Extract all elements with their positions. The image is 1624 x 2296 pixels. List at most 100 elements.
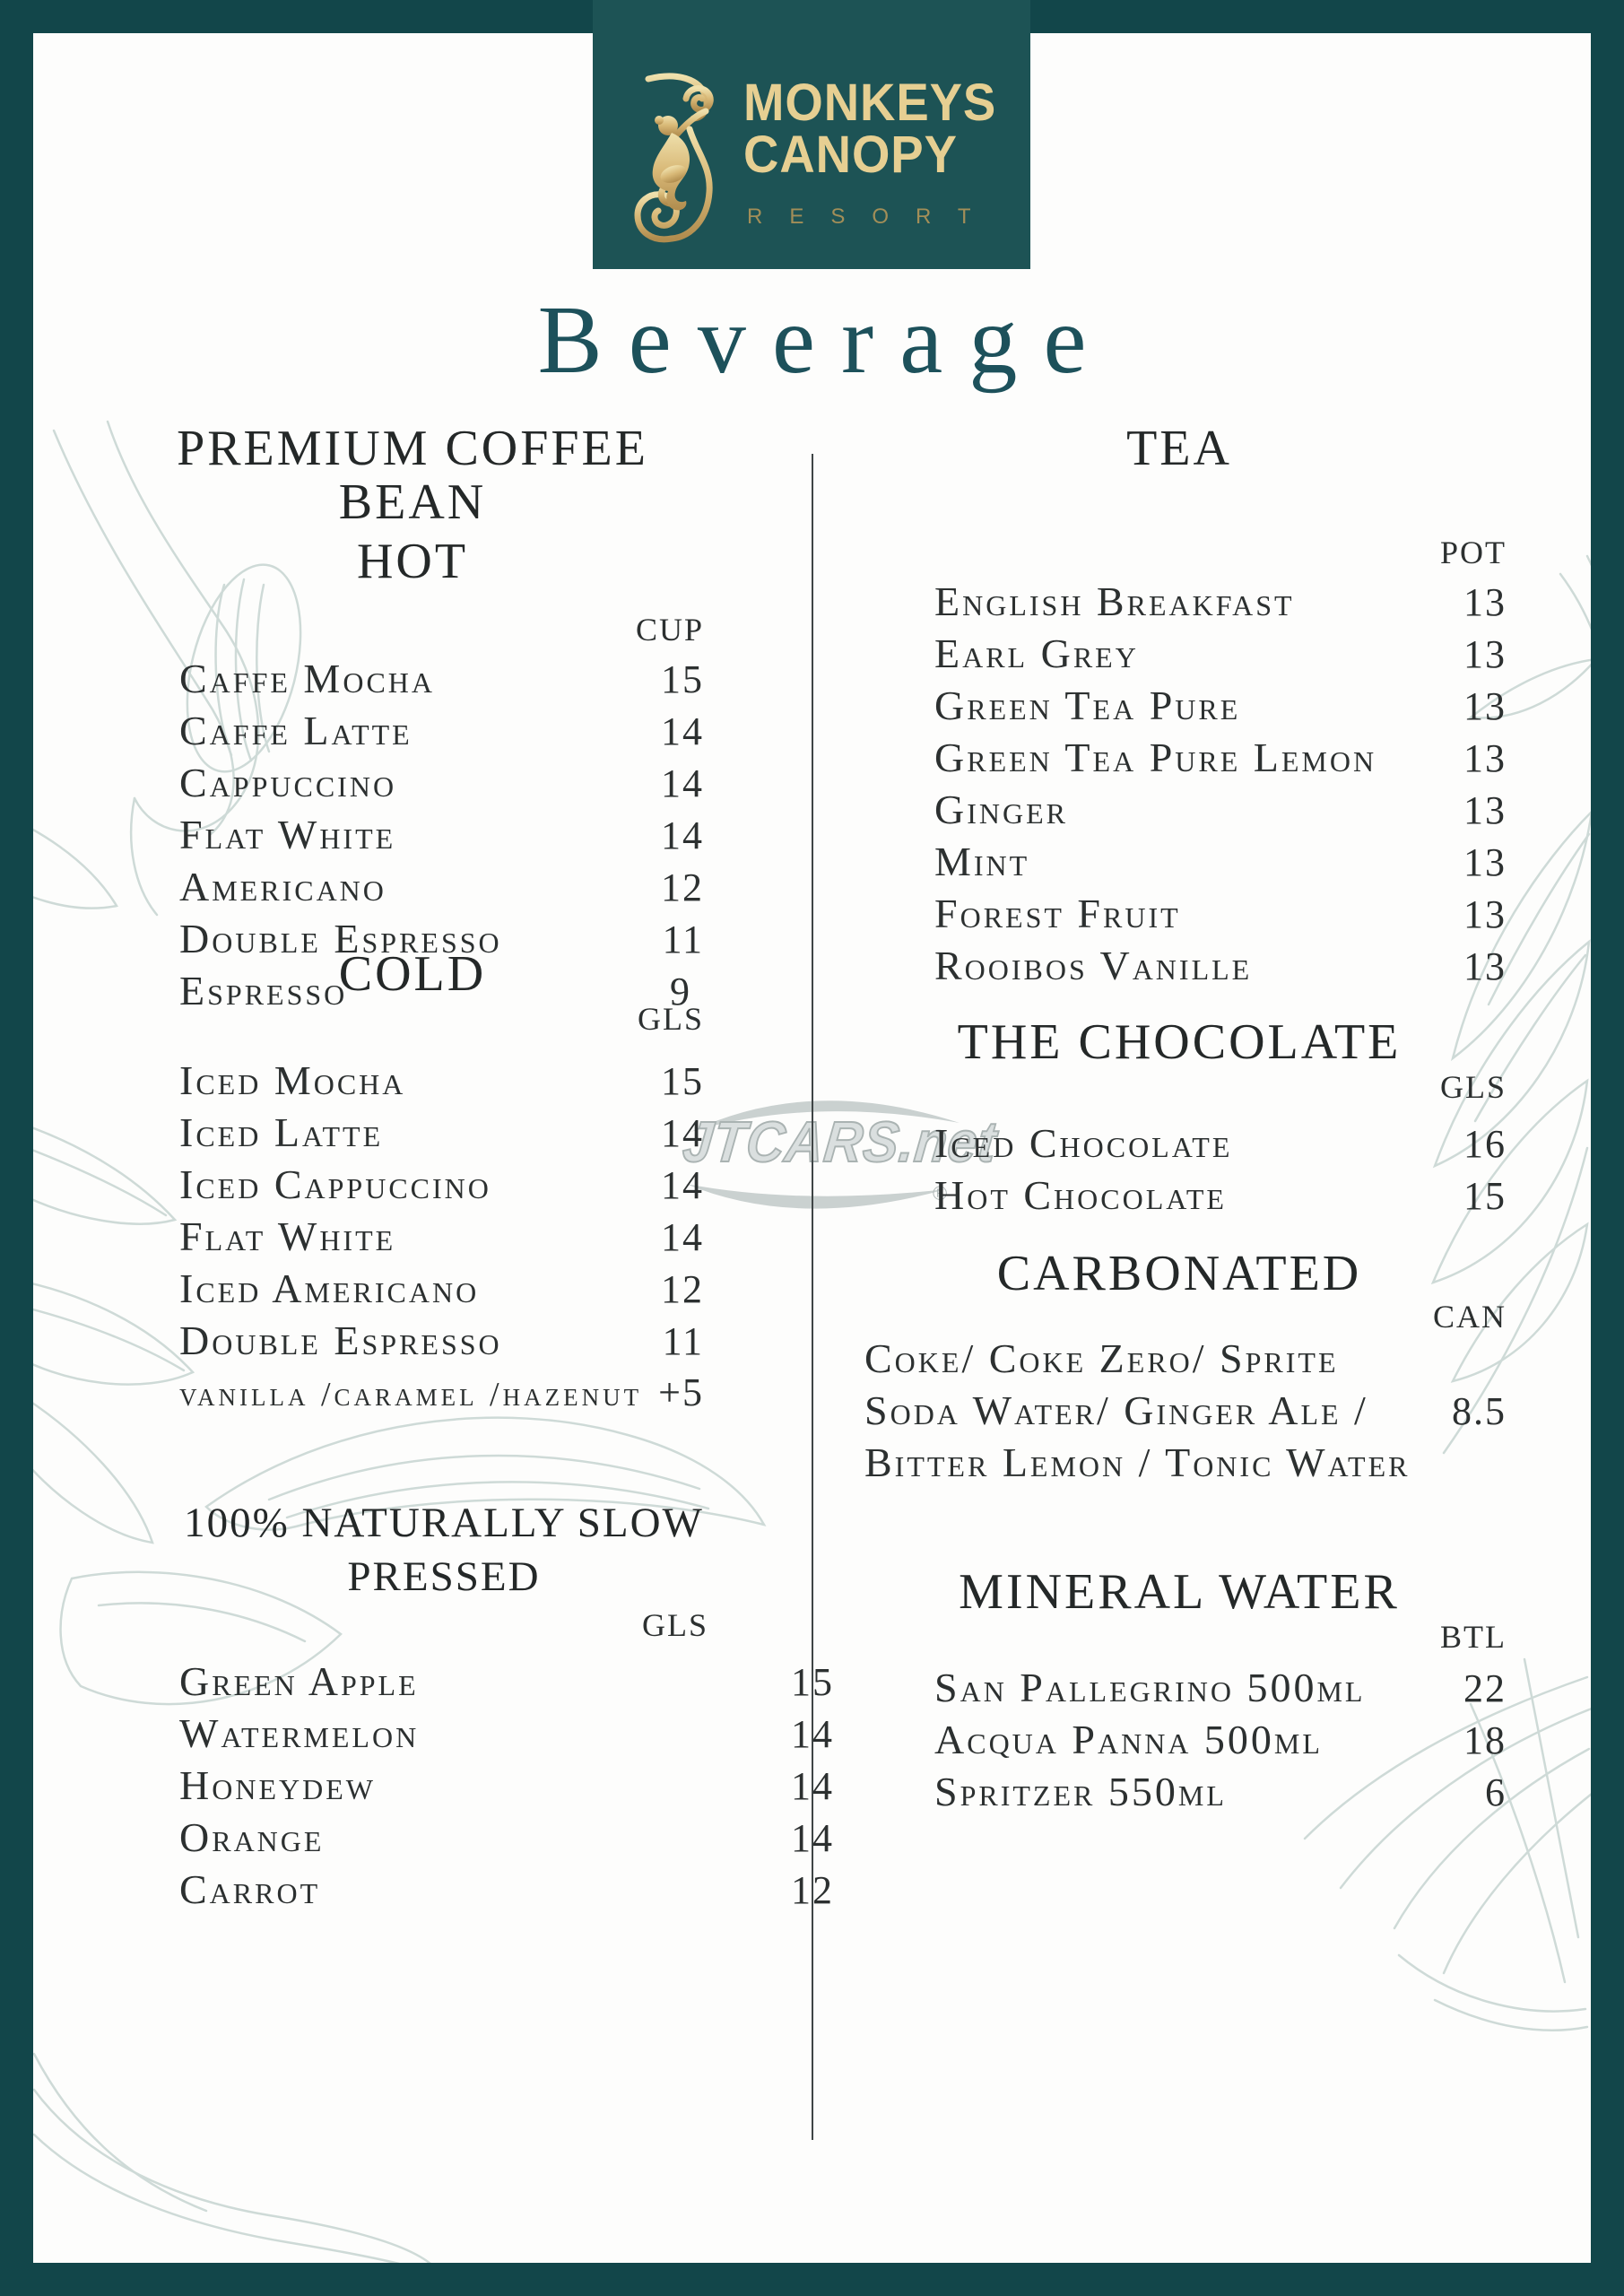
item-price: 12 — [791, 1868, 834, 1912]
item-name: Orange — [179, 1814, 325, 1860]
item-price: 14 — [661, 813, 704, 857]
item-price: 9 — [670, 970, 691, 1013]
item-name: Iced Americano — [179, 1265, 480, 1311]
item-name: Iced Latte — [179, 1109, 384, 1155]
menu-item-row: Bitter Lemon / Tonic Water — [852, 1437, 1507, 1489]
item-name: Iced Cappuccino — [179, 1161, 491, 1207]
menu-item-row: Iced Latte 14 — [121, 1107, 704, 1159]
unit-label: GLS — [641, 1607, 708, 1643]
item-price: 15 — [661, 657, 704, 701]
menu-item-row: Ginger 13 — [852, 784, 1507, 836]
menu-item-row: Green Apple 15 — [179, 1656, 834, 1708]
menu-item-row: Earl Grey 13 — [852, 628, 1507, 680]
section-chocolate: THE CHOCOLATE GLS Iced Chocolate 16 Hot C… — [852, 1015, 1507, 1222]
unit-label: BTL — [1440, 1619, 1507, 1655]
item-price: 14 — [791, 1816, 834, 1860]
item-price: 12 — [661, 865, 704, 909]
item-price: 11 — [662, 1319, 704, 1363]
section-tea: TEA POT English Breakfast 13 Earl Grey 13 … — [852, 422, 1507, 992]
item-name: vanilla /caramel /hazenut — [179, 1376, 643, 1413]
registered-mark-icon: ® — [933, 1182, 948, 1205]
item-name: Caffe Latte — [179, 708, 413, 753]
section-title: PREMIUM COFFEE BEAN — [177, 421, 648, 530]
menu-item-row: Coke/ Coke Zero/ Sprite — [852, 1333, 1507, 1385]
item-price: 13 — [1463, 632, 1507, 676]
menu-item-row: Cappuccino 14 — [121, 757, 704, 809]
item-price: 13 — [1463, 736, 1507, 780]
menu-item-row-addon: vanilla /caramel /hazenut +5 — [121, 1367, 704, 1419]
logo-word-resort: RESORT — [747, 204, 998, 229]
item-name: Mint — [934, 839, 1030, 884]
item-price: 14 — [791, 1712, 834, 1756]
section-title: TEA — [1126, 421, 1232, 476]
column-divider — [812, 454, 813, 2140]
item-price: 15 — [791, 1660, 834, 1704]
item-name: Honeydew — [179, 1762, 376, 1808]
item-name: Rooibos Vanille — [934, 943, 1253, 988]
item-price: 13 — [1463, 684, 1507, 728]
menu-item-row: San Pallegrino 500ml 22 — [852, 1662, 1507, 1714]
item-price: 12 — [661, 1267, 704, 1311]
page-title: Beverage — [537, 287, 1113, 394]
item-price: 18 — [1463, 1718, 1507, 1762]
menu-item-row: Honeydew 14 — [179, 1760, 834, 1812]
menu-item-row: Iced Chocolate 16 — [852, 1118, 1507, 1170]
menu-item-row: Espresso 9 — [121, 965, 704, 1017]
menu-item-row: Iced Cappuccino 14 — [121, 1159, 704, 1211]
item-name: English Breakfast — [934, 578, 1295, 624]
menu-item-row: Carrot 12 — [179, 1864, 834, 1916]
item-name: Earl Grey — [934, 631, 1139, 676]
menu-item-row: Hot Chocolate 15 — [852, 1170, 1507, 1222]
menu-item-row: Green Tea Pure 13 — [852, 680, 1507, 732]
item-price: 14 — [661, 1111, 704, 1155]
menu-item-row: Flat White 14 — [121, 1211, 704, 1263]
item-name: Forest Fruit — [934, 891, 1181, 936]
item-name: Americano — [179, 864, 386, 909]
menu-item-row: English Breakfast 13 — [852, 576, 1507, 628]
menu-item-row: Caffe Mocha 15 — [121, 653, 704, 705]
menu-item-row: Orange 14 — [179, 1812, 834, 1864]
section-carbonated: CARBONATED CAN Coke/ Coke Zero/ Sprite S… — [852, 1247, 1507, 1489]
item-name: Carrot — [179, 1866, 321, 1912]
menu-item-row: Double Espresso 11 — [121, 913, 704, 965]
item-price: 11 — [662, 918, 704, 961]
menu-item-row: Watermelon 14 — [179, 1708, 834, 1760]
menu-item-row: Spritzer 550ml 6 — [852, 1766, 1507, 1818]
item-price: 16 — [1463, 1122, 1507, 1166]
item-price: 14 — [661, 709, 704, 753]
section-title: 100% NATURALLY SLOW PRESSED — [184, 1500, 704, 1600]
section-coffee-cold: COLD GLS Iced Mocha 15 Iced Latte 14 Iced … — [121, 947, 704, 1419]
watermark-swoosh — [686, 1100, 960, 1209]
item-name: Coke/ Coke Zero/ Sprite — [864, 1335, 1339, 1381]
monkey-icon — [634, 73, 714, 243]
item-price: 13 — [1463, 580, 1507, 624]
item-name: Iced Chocolate — [934, 1120, 1233, 1166]
menu-item-row: Flat White 14 — [121, 809, 704, 861]
item-price: 6 — [1485, 1770, 1507, 1814]
item-name: Cappuccino — [179, 760, 397, 805]
item-name: Hot Chocolate — [934, 1172, 1227, 1218]
item-price: 14 — [661, 1163, 704, 1207]
subsection-title-hot: HOT — [356, 534, 469, 589]
item-price: 13 — [1463, 840, 1507, 884]
menu-item-row: Forest Fruit 13 — [852, 888, 1507, 940]
item-name: San Pallegrino 500ml — [934, 1665, 1366, 1710]
item-price: 15 — [1463, 1174, 1507, 1218]
item-price: 15 — [661, 1059, 704, 1103]
menu-item-row: Americano 12 — [121, 861, 704, 913]
unit-label: GLS — [1439, 1069, 1507, 1105]
menu-item-row: Mint 13 — [852, 836, 1507, 888]
item-price: 14 — [661, 761, 704, 805]
section-title: THE CHOCOLATE — [957, 1014, 1402, 1070]
menu-item-row: Iced Mocha 15 — [121, 1055, 704, 1107]
item-name: Flat White — [179, 1213, 396, 1259]
section-mineral-water: MINERAL WATER BTL San Pallegrino 500ml 22… — [852, 1565, 1507, 1818]
item-name: Green Tea Pure Lemon — [934, 735, 1377, 780]
item-name: Soda Water/ Ginger Ale / — [864, 1387, 1368, 1433]
logo-word-canopy: CANOPY — [743, 126, 958, 184]
unit-label: POT — [1439, 535, 1507, 570]
item-name: Double Espresso — [179, 1318, 502, 1363]
unit-label: GLS — [637, 1001, 704, 1037]
item-name: Flat White — [179, 812, 396, 857]
